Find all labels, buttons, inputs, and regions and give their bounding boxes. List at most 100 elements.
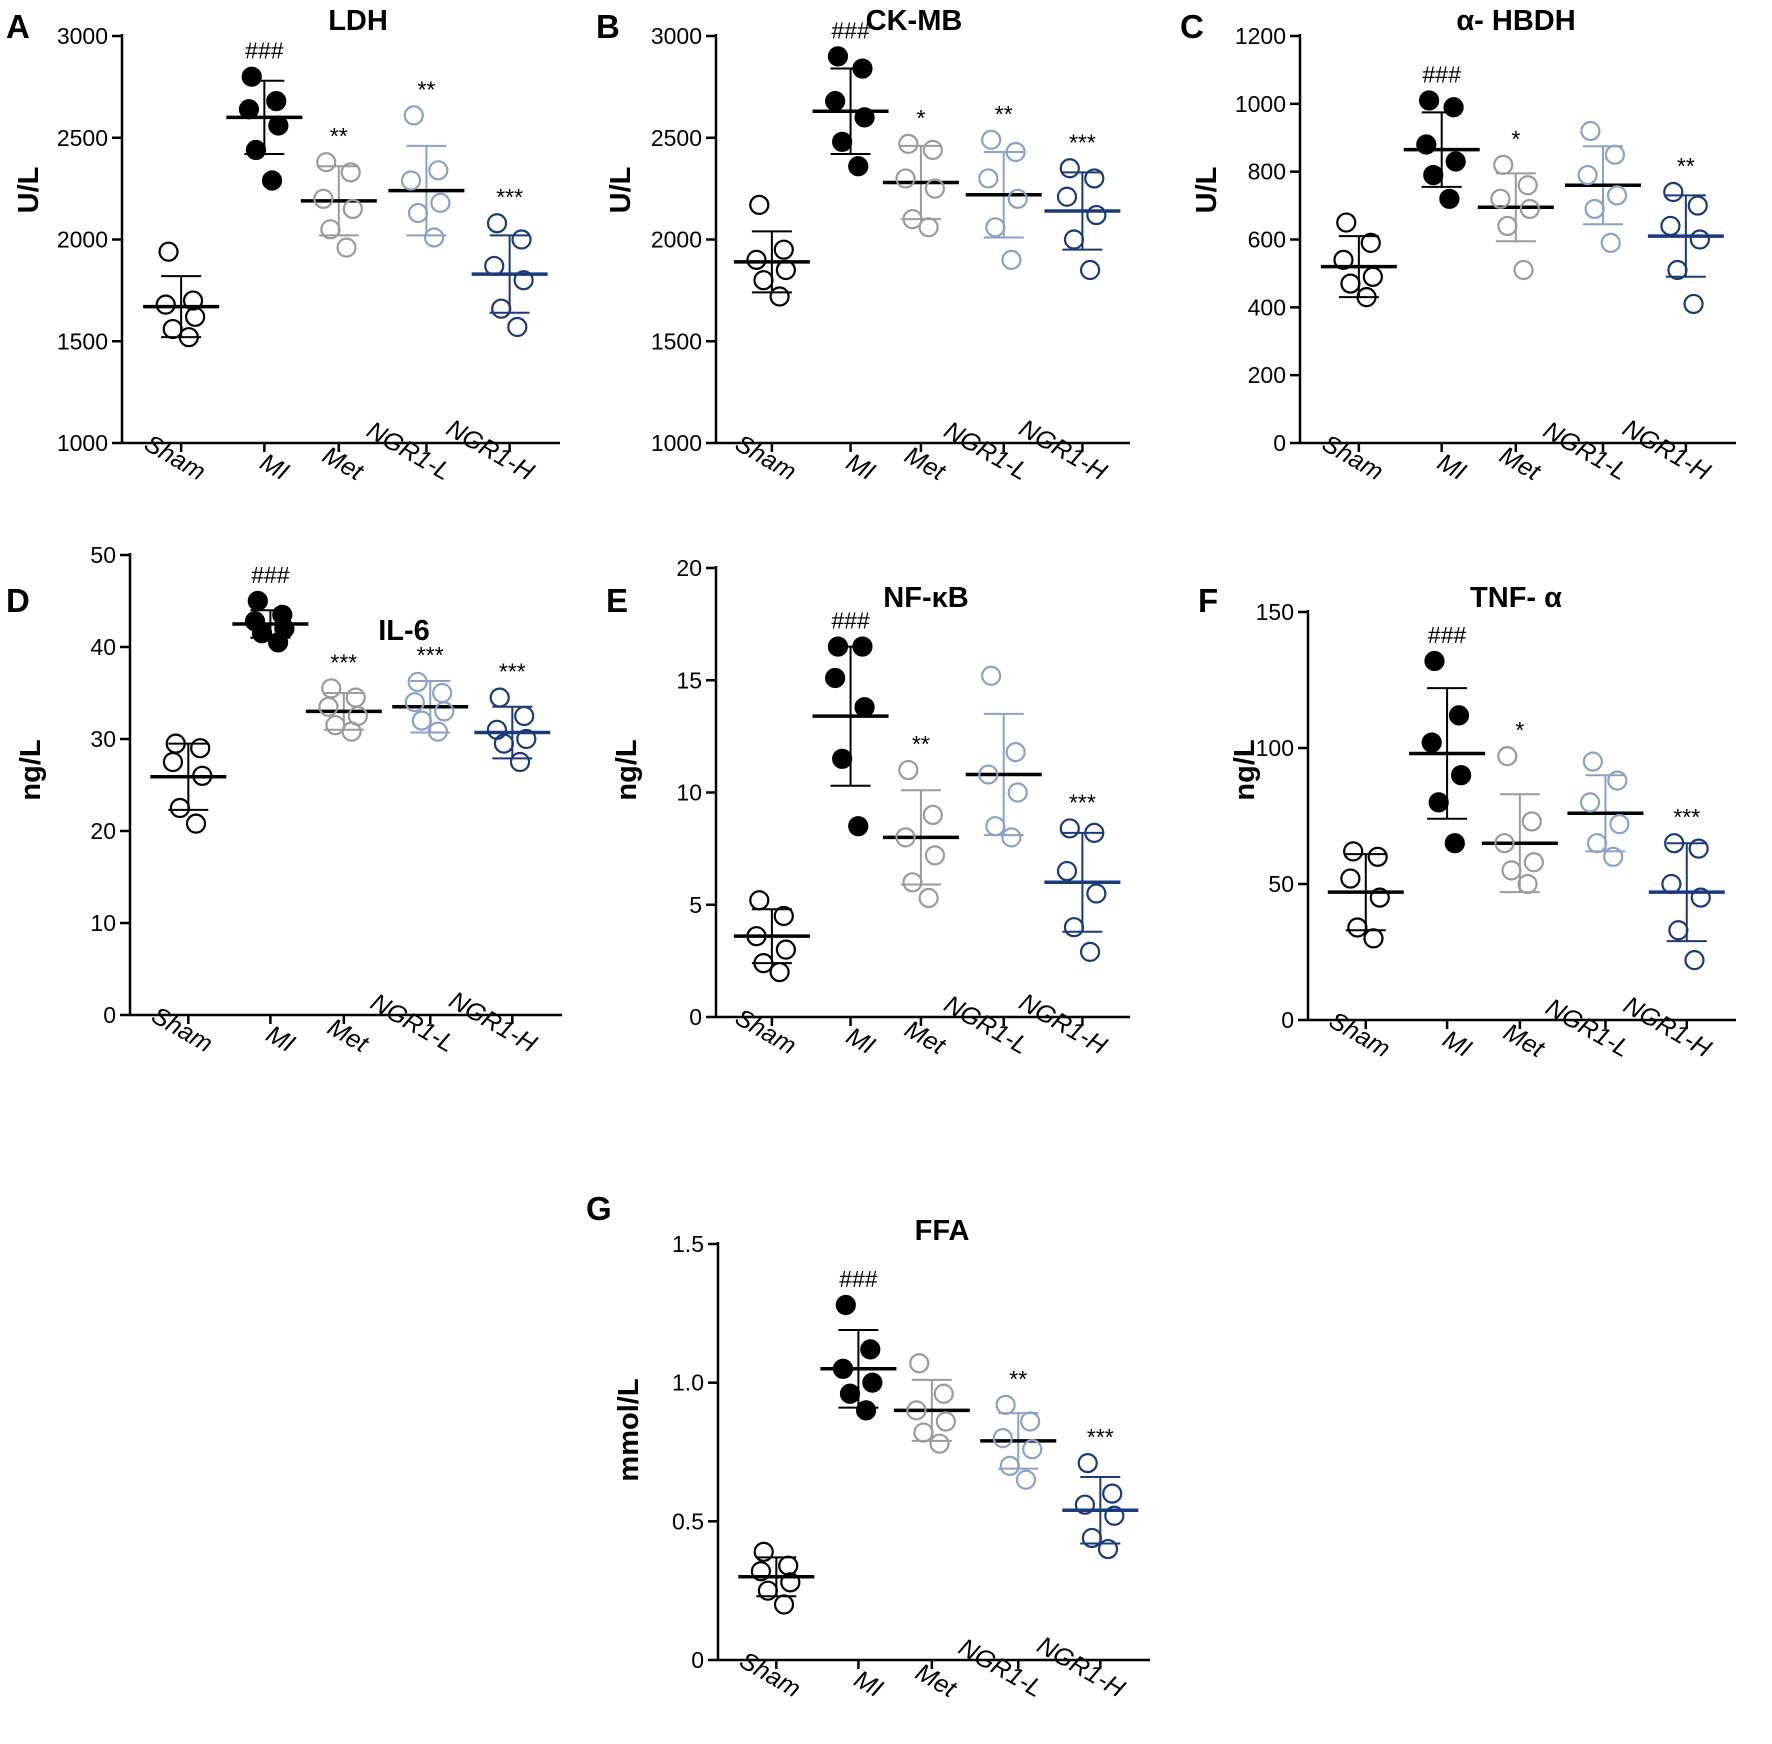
data-point	[854, 107, 875, 128]
panel-title: FFA	[915, 1215, 970, 1247]
data-point	[902, 209, 923, 230]
data-point	[902, 872, 923, 893]
x-tick-label: NGR1-H	[1619, 991, 1717, 1064]
data-point	[1423, 164, 1444, 186]
data-point	[918, 217, 939, 238]
data-point	[1450, 765, 1472, 786]
y-axis-label: mmol/L	[613, 1378, 645, 1481]
group-sham: Sham	[140, 241, 220, 486]
data-point	[1097, 1538, 1119, 1560]
data-point	[1501, 860, 1522, 881]
data-point	[1084, 822, 1105, 844]
data-point	[1416, 134, 1437, 155]
significance-label: ###	[1423, 61, 1462, 87]
data-point	[749, 890, 770, 911]
x-tick-label: MI	[849, 1665, 887, 1703]
data-point	[1604, 144, 1626, 165]
data-point	[411, 710, 432, 731]
data-point	[1519, 198, 1540, 220]
panel-f: F TNF- α ng/L 0 50 100 150 Sham MI ### Met * NGR1-LN…	[1198, 582, 1736, 1064]
x-tick-label: MI	[1438, 1025, 1476, 1063]
y-tick-label: 30	[90, 726, 116, 752]
panel-title: LDH	[328, 5, 388, 37]
data-point	[922, 804, 943, 826]
data-point	[922, 139, 943, 161]
data-point	[484, 255, 505, 277]
panel-letter: D	[6, 582, 30, 619]
data-point	[245, 139, 267, 161]
y-tick-label: 0	[1281, 1007, 1294, 1033]
panel-title: NF-κB	[883, 582, 968, 614]
data-point	[985, 217, 1006, 238]
data-point	[1579, 792, 1601, 813]
data-point	[978, 168, 999, 189]
data-point	[1661, 873, 1682, 895]
data-point	[839, 1383, 861, 1404]
x-tick-label: NGR1-L	[939, 416, 1032, 486]
x-tick-label: MI	[255, 448, 293, 486]
group-sham: Sham	[735, 1541, 815, 1703]
y-tick-label: 1200	[1235, 23, 1286, 49]
data-point	[507, 316, 528, 338]
data-point	[848, 156, 869, 177]
data-point	[158, 241, 179, 262]
data-point	[913, 1422, 934, 1443]
data-point	[1063, 917, 1085, 938]
data-point	[192, 765, 213, 786]
x-tick-label: Sham	[1317, 429, 1388, 486]
significance-label: **	[995, 101, 1013, 127]
data-point	[1079, 941, 1101, 962]
significance-label: ###	[1428, 622, 1467, 648]
data-point	[238, 99, 260, 120]
y-tick-label: 2500	[57, 125, 108, 151]
data-point	[341, 721, 362, 742]
data-point	[1336, 212, 1357, 233]
significance-label: *	[1515, 717, 1524, 743]
data-point	[428, 160, 449, 181]
data-point	[185, 813, 207, 834]
y-axis-label: ng/L	[611, 739, 643, 800]
data-point	[400, 170, 422, 191]
y-tick-label: 20	[90, 818, 116, 844]
significance-label: *	[1511, 126, 1520, 152]
significance-label: ###	[251, 562, 290, 588]
data-point	[1001, 827, 1022, 848]
data-point	[1443, 97, 1464, 118]
data-point	[1421, 732, 1442, 753]
data-point	[854, 697, 875, 718]
data-point	[320, 219, 341, 240]
data-point	[1667, 259, 1688, 281]
significance-label: **	[417, 76, 435, 102]
data-point	[1689, 229, 1710, 250]
panel-title: IL-6	[378, 615, 430, 647]
data-point	[1428, 792, 1449, 813]
data-point	[825, 91, 846, 112]
data-point	[511, 229, 532, 250]
data-point	[1517, 873, 1538, 895]
data-point	[316, 152, 337, 173]
group-mi: MI ###	[812, 608, 889, 1060]
x-tick-label: NGR1-H	[442, 414, 540, 487]
data-point	[778, 1555, 799, 1576]
y-tick-label: 3000	[651, 23, 702, 49]
data-point	[753, 1541, 774, 1562]
data-point	[165, 733, 186, 754]
data-point	[1424, 650, 1445, 672]
data-point	[509, 751, 531, 773]
data-point	[992, 1428, 1013, 1449]
data-point	[1104, 1505, 1125, 1526]
y-tick-label: 1000	[57, 430, 108, 456]
y-tick-label: 1000	[651, 430, 702, 456]
data-point	[981, 665, 1002, 686]
data-point	[1356, 287, 1377, 308]
data-point	[313, 188, 334, 209]
data-point	[1607, 770, 1628, 791]
data-point	[1063, 229, 1085, 250]
data-point	[1086, 883, 1107, 904]
data-point	[1079, 259, 1101, 281]
data-point	[895, 827, 916, 848]
x-tick-label: Met	[318, 441, 369, 487]
data-point	[1521, 811, 1542, 832]
data-point	[1497, 215, 1518, 237]
